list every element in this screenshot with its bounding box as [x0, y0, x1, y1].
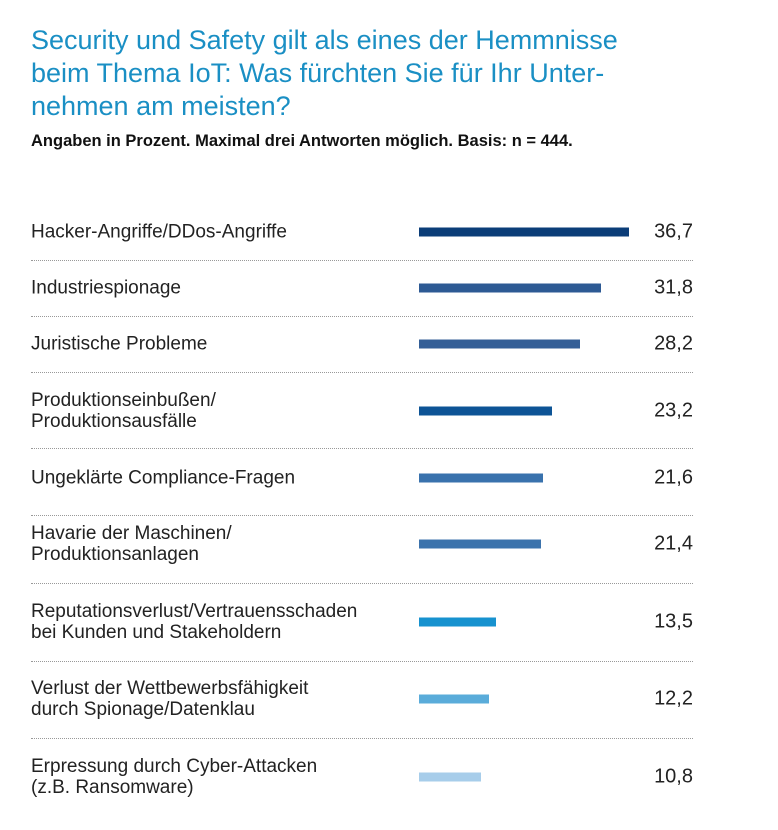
bar: [419, 617, 497, 627]
bar: [419, 227, 629, 237]
bar: [419, 406, 552, 416]
category-label-line: Produktionsanlagen: [31, 544, 199, 565]
category-label: Erpressung durch Cyber-Attacken (z.B. Ran…: [31, 756, 317, 798]
category-label-line: (z.B. Ransomware): [31, 777, 194, 798]
data-label: 13,5: [654, 610, 693, 633]
data-label: 36,7: [654, 220, 693, 243]
row-divider: [31, 661, 693, 662]
category-label-line: Produktionseinbußen/: [31, 390, 216, 411]
data-label: 23,2: [654, 399, 693, 422]
row-divider: [31, 448, 693, 449]
category-label-line: Erpressung durch Cyber-Attacken: [31, 756, 318, 777]
data-label: 21,4: [654, 532, 693, 555]
row-divider: [31, 372, 693, 373]
data-label: 21,6: [654, 466, 693, 489]
category-label-line: Ungeklärte Compliance-Fragen: [31, 467, 296, 489]
data-label: 31,8: [654, 276, 693, 299]
category-label: Produktionseinbußen/Produktionsausfälle: [31, 390, 216, 432]
category-label: Industriespionage: [31, 278, 181, 299]
category-label: Hacker-Angriffe/DDos-Angriffe: [31, 222, 287, 243]
bar: [419, 473, 543, 483]
row-divider: [31, 738, 693, 739]
data-label: 10,8: [654, 765, 693, 788]
category-label: Ungeklärte Compliance-Fragen: [31, 468, 295, 489]
category-label-line: Reputationsverlust/Vertrauensschaden: [31, 601, 358, 622]
row-divider: [31, 316, 693, 317]
category-label-line: Havarie der Maschinen/: [31, 523, 232, 544]
bar: [419, 339, 581, 349]
row-divider: [31, 583, 693, 584]
bar: [419, 283, 601, 293]
category-label-line: Juristische Probleme: [31, 333, 208, 355]
category-label: Havarie der Maschinen/Produktionsanlagen: [31, 523, 232, 565]
row-divider: [31, 515, 693, 516]
bar: [419, 694, 489, 704]
data-label: 12,2: [654, 687, 693, 710]
title-line: nehmen am meisten?: [31, 91, 291, 121]
category-label-line: bei Kunden und Stakeholdern: [31, 622, 282, 643]
title-line: beim Thema IoT: Was fürchten Sie für Ihr…: [31, 58, 605, 88]
row-divider: [31, 260, 693, 261]
category-label-line: Industriespionage: [31, 277, 181, 299]
category-label: Reputationsverlust/Vertrauensschaden bei …: [31, 601, 357, 643]
category-label: Verlust der Wettbewerbsfähigkeit durch Sp…: [31, 678, 308, 720]
data-label: 28,2: [654, 332, 693, 355]
bar: [419, 772, 481, 782]
category-label-line: Produktionsausfälle: [31, 411, 197, 432]
category-label-line: durch Spionage/Datenklau: [31, 699, 255, 720]
title-line: Security und Safety gilt als eines der H…: [31, 25, 618, 55]
chart-title: Security und Safety gilt als eines der H…: [31, 24, 751, 123]
chart-subtitle: Angaben in Prozent. Maximal drei Antwort…: [31, 132, 573, 150]
category-label: Juristische Probleme: [31, 334, 207, 355]
category-label-line: Hacker-Angriffe/DDos-Angriffe: [31, 221, 287, 243]
bar: [419, 539, 542, 549]
category-label-line: Verlust der Wettbewerbsfähigkeit: [31, 678, 309, 699]
